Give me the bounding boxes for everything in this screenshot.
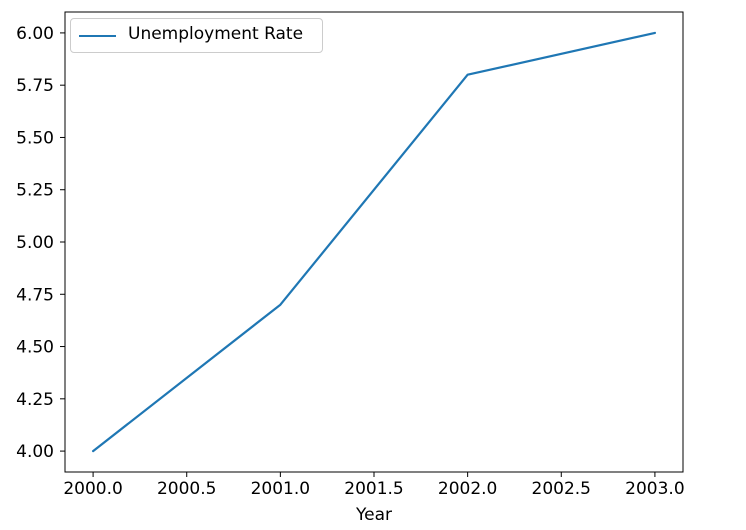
y-tick-label: 6.00 [16,24,54,44]
y-tick-label: 5.25 [16,181,54,201]
plot-frame [64,11,684,473]
x-tick-label: 2000.5 [157,479,216,499]
x-tick-label: 2003.0 [625,479,684,499]
y-tick-label: 4.75 [16,285,54,305]
y-tick-label: 5.50 [16,128,54,148]
x-tick-label: 2001.0 [251,479,310,499]
y-tick-label: 5.75 [16,76,54,96]
y-tick-label: 4.50 [16,338,54,358]
y-tick-label: 4.25 [16,390,54,410]
y-tick-label: 4.00 [16,442,54,462]
x-tick-label: 2000.0 [63,479,122,499]
y-tick-label: 5.00 [16,233,54,253]
legend-line-sample-icon [79,34,116,37]
x-axis-label: Year [356,505,392,525]
legend-label: Unemployment Rate [128,24,304,44]
x-tick-label: 2002.0 [438,479,497,499]
unemployment-rate-line [91,31,657,453]
x-tick-label: 2002.5 [532,479,591,499]
legend: Unemployment Rate [70,18,323,53]
x-tick-label: 2001.5 [344,479,403,499]
